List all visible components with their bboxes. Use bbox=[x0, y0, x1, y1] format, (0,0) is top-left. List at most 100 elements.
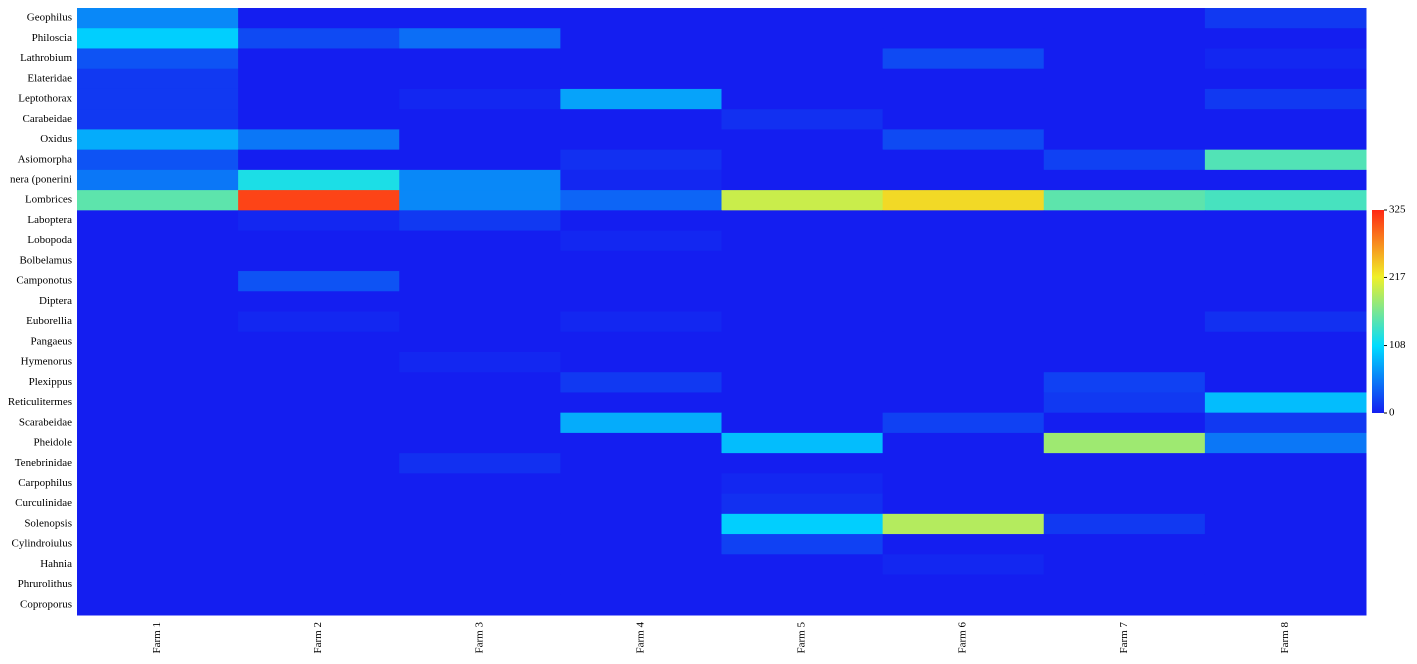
heatmap-cell bbox=[560, 8, 722, 29]
heatmap-cell bbox=[721, 534, 884, 555]
heatmap-cell bbox=[721, 271, 884, 292]
heatmap-cell bbox=[1043, 412, 1206, 434]
heatmap-cell bbox=[882, 432, 1045, 454]
y-tick-label: Lathrobium bbox=[20, 52, 72, 64]
heatmap-cell bbox=[238, 311, 400, 333]
heatmap-cell bbox=[77, 574, 239, 596]
y-tick-label: Asiomorpha bbox=[18, 153, 73, 165]
heatmap-cell bbox=[721, 392, 884, 414]
y-tick-label: Scarabeidae bbox=[19, 416, 72, 428]
heatmap-cell bbox=[1204, 513, 1367, 535]
heatmap-cell bbox=[399, 351, 561, 373]
heatmap-cell bbox=[77, 129, 239, 151]
heatmap-cell bbox=[882, 271, 1045, 292]
heatmap-cell bbox=[77, 412, 239, 434]
heatmap-cell bbox=[1204, 453, 1367, 474]
heatmap-cell bbox=[77, 291, 239, 312]
colorbar-tick-label: 0 bbox=[1389, 407, 1395, 419]
heatmap-cell bbox=[882, 351, 1045, 373]
heatmap-cell bbox=[238, 412, 400, 434]
y-tick-label: Cylindroiulus bbox=[11, 538, 72, 550]
heatmap-cell bbox=[399, 392, 561, 414]
heatmap-cell bbox=[399, 331, 561, 353]
heatmap-cell bbox=[399, 372, 561, 393]
heatmap-cell bbox=[1043, 351, 1206, 373]
heatmap-cell bbox=[77, 351, 239, 373]
heatmap-cell bbox=[882, 412, 1045, 434]
heatmap-cell bbox=[77, 534, 239, 555]
heatmap-cell bbox=[77, 109, 239, 130]
heatmap-cell bbox=[77, 250, 239, 272]
heatmap-cell bbox=[1043, 311, 1206, 333]
heatmap-cell bbox=[560, 432, 722, 454]
heatmap-cell bbox=[1204, 311, 1367, 333]
heatmap-cell bbox=[882, 169, 1045, 191]
x-tick-label: Farm 8 bbox=[1279, 622, 1291, 654]
heatmap-cell bbox=[721, 331, 884, 353]
heatmap-cell bbox=[721, 109, 884, 130]
heatmap-cell bbox=[399, 169, 561, 191]
heatmap-cell bbox=[399, 28, 561, 49]
heatmap-cell bbox=[560, 149, 722, 171]
heatmap-cell bbox=[1204, 88, 1367, 110]
heatmap-cell bbox=[1204, 230, 1367, 252]
heatmap-cell bbox=[238, 513, 400, 535]
heatmap-cell bbox=[1204, 291, 1367, 312]
heatmap-cell bbox=[560, 109, 722, 130]
heatmap-cell bbox=[1043, 392, 1206, 414]
heatmap-cell bbox=[1043, 291, 1206, 312]
y-tick-label: Reticulitermes bbox=[8, 396, 72, 408]
heatmap-cell bbox=[882, 149, 1045, 171]
heatmap-cell bbox=[77, 169, 239, 191]
heatmap-cell bbox=[560, 250, 722, 272]
heatmap-cell bbox=[399, 129, 561, 151]
y-tick-label: Solenopsis bbox=[24, 517, 72, 529]
heatmap-cell bbox=[721, 493, 884, 515]
heatmap-cell bbox=[238, 68, 400, 90]
heatmap-cell bbox=[721, 513, 884, 535]
heatmap-cell bbox=[560, 453, 722, 474]
heatmap-cell bbox=[560, 534, 722, 555]
heatmap-cell bbox=[1204, 169, 1367, 191]
heatmap-cell bbox=[1043, 473, 1206, 495]
heatmap-cell bbox=[882, 311, 1045, 333]
heatmap-cell bbox=[560, 372, 722, 393]
heatmap-cell bbox=[1204, 412, 1367, 434]
heatmap-cell bbox=[399, 149, 561, 171]
heatmap-cell bbox=[882, 534, 1045, 555]
heatmap-cell bbox=[882, 129, 1045, 151]
heatmap-cell bbox=[238, 88, 400, 110]
heatmap-cell bbox=[721, 169, 884, 191]
heatmap-cell bbox=[77, 271, 239, 292]
heatmap-cell bbox=[238, 574, 400, 596]
heatmap-cell bbox=[882, 392, 1045, 414]
heatmap-cell bbox=[882, 48, 1045, 70]
heatmap-cell bbox=[77, 493, 239, 515]
heatmap-cell bbox=[399, 109, 561, 130]
heatmap-cell bbox=[77, 432, 239, 454]
y-tick-label: Laboptera bbox=[27, 214, 72, 226]
heatmap-cell bbox=[882, 28, 1045, 49]
heatmap-cell bbox=[399, 68, 561, 90]
heatmap-cell bbox=[238, 28, 400, 49]
heatmap-cell bbox=[238, 554, 400, 576]
heatmap-cell bbox=[882, 88, 1045, 110]
heatmap-cell bbox=[1204, 68, 1367, 90]
heatmap-cell bbox=[721, 594, 884, 616]
heatmap-cell bbox=[1204, 250, 1367, 272]
heatmap-cell bbox=[77, 210, 239, 232]
heatmap-cell bbox=[721, 291, 884, 312]
heatmap-cell bbox=[721, 412, 884, 434]
heatmap-cell bbox=[1204, 554, 1367, 576]
heatmap-cell bbox=[1043, 169, 1206, 191]
heatmap-cell bbox=[721, 8, 884, 29]
y-tick-label: Bolbelamus bbox=[19, 254, 72, 266]
heatmap-cell bbox=[238, 493, 400, 515]
y-tick-label: Oxidus bbox=[40, 133, 72, 145]
heatmap-cell bbox=[238, 594, 400, 616]
x-tick-label: Farm 4 bbox=[634, 622, 646, 654]
y-tick-label: Pangaeus bbox=[30, 335, 72, 347]
heatmap-cell bbox=[1043, 28, 1206, 49]
heatmap-cell bbox=[560, 210, 722, 232]
heatmap-cell bbox=[399, 230, 561, 252]
